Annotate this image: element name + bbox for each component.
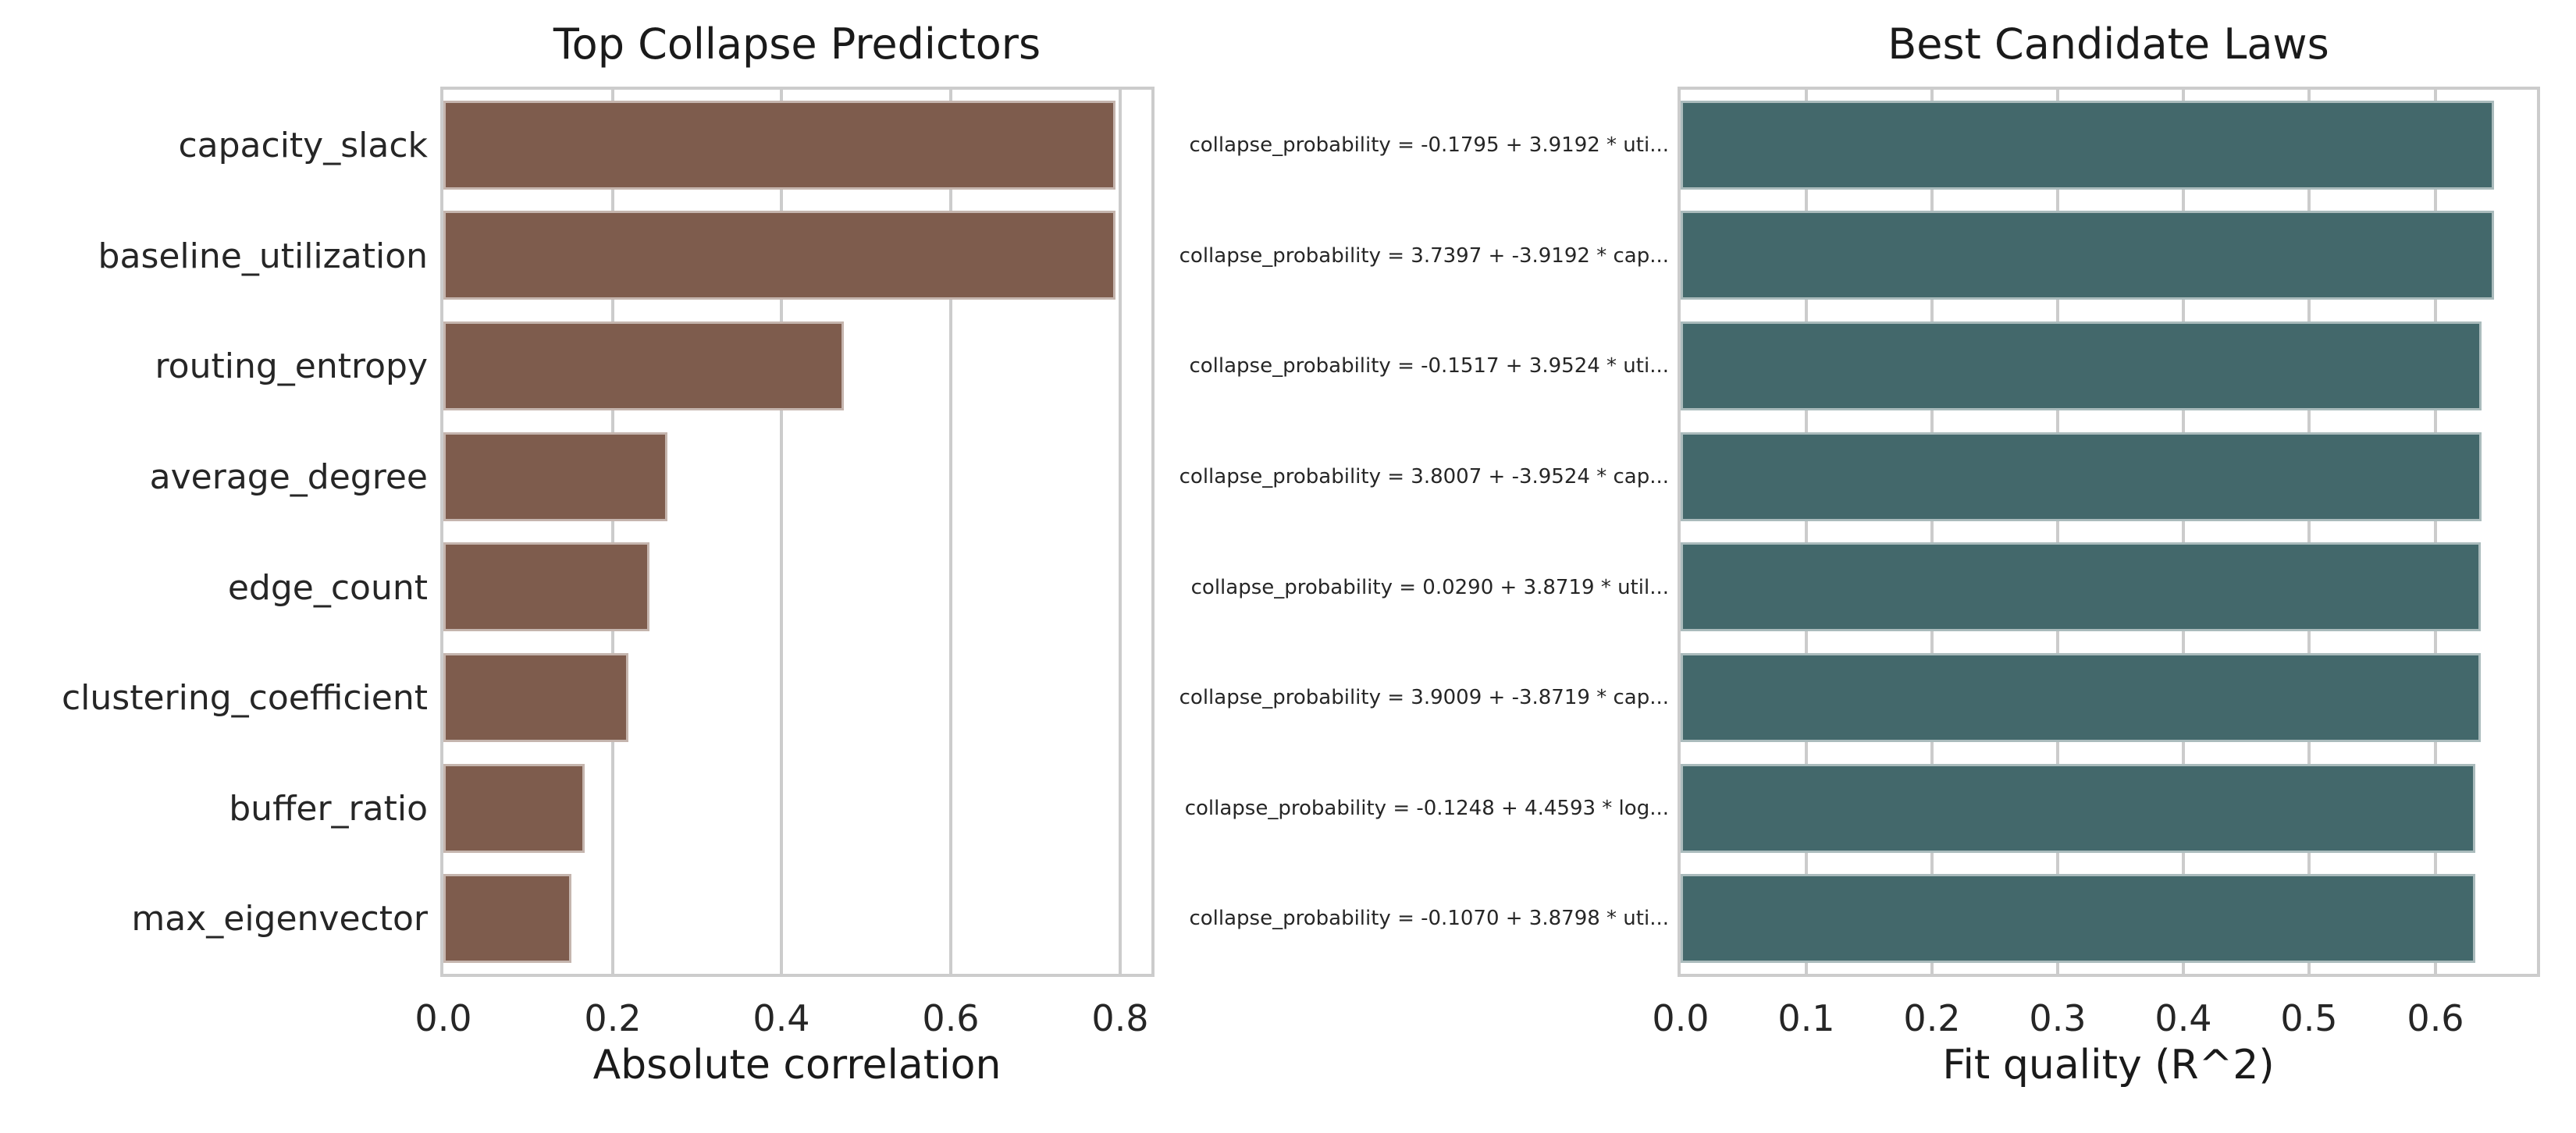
left-chart-category-label-7: max_eigenvector — [131, 898, 428, 939]
gridline-x-0.2 — [611, 90, 614, 974]
right-chart-x-tick-0.2: 0.2 — [1903, 997, 1961, 1039]
right-chart-x-tick-0.1: 0.1 — [1777, 997, 1835, 1039]
right-chart-axes-frame — [1678, 87, 2540, 977]
left-chart-category-label-2: routing_entropy — [155, 346, 428, 386]
left-chart-x-tick-0.4: 0.4 — [753, 997, 810, 1039]
right-chart-x-tick-0.6: 0.6 — [2407, 997, 2464, 1039]
gridline-x-0.1 — [1805, 90, 1808, 974]
right-chart-bar-1 — [1681, 211, 2494, 300]
right-chart-bar-0 — [1681, 101, 2494, 190]
right-chart-x-axis-label: Fit quality (R^2) — [1942, 1042, 2275, 1089]
right-chart-category-label-5: collapse_probability = 3.9009 + -3.8719 … — [1179, 686, 1669, 709]
left-chart-x-tick-0.0: 0.0 — [415, 997, 472, 1039]
right-chart-x-tick-0.3: 0.3 — [2029, 997, 2087, 1039]
left-chart-category-label-0: capacity_slack — [178, 125, 428, 165]
right-chart-title: Best Candidate Laws — [1888, 20, 2329, 69]
left-chart-plot-area — [443, 90, 1151, 974]
right-chart-category-label-7: collapse_probability = -0.1070 + 3.8798 … — [1189, 907, 1669, 930]
left-chart-bar-6 — [443, 764, 585, 853]
right-chart-bar-7 — [1681, 874, 2475, 963]
gridline-x-0.6 — [949, 90, 952, 974]
right-chart-category-label-0: collapse_probability = -0.1795 + 3.9192 … — [1189, 133, 1669, 157]
left-chart-bar-3 — [443, 432, 667, 521]
right-chart-x-tick-0.0: 0.0 — [1652, 997, 1710, 1039]
left-chart-x-tick-0.2: 0.2 — [584, 997, 642, 1039]
left-chart-category-label-1: baseline_utilization — [98, 236, 428, 276]
right-chart-category-label-6: collapse_probability = -0.1248 + 4.4593 … — [1184, 797, 1669, 820]
left-chart-category-label-3: average_degree — [149, 456, 428, 497]
right-chart-category-label-2: collapse_probability = -0.1517 + 3.9524 … — [1189, 354, 1669, 378]
right-chart-bar-5 — [1681, 653, 2481, 742]
right-chart-bar-3 — [1681, 432, 2482, 521]
gridline-x-0.6 — [2434, 90, 2437, 974]
left-chart-x-axis-label: Absolute correlation — [592, 1042, 1002, 1089]
right-chart-x-tick-0.5: 0.5 — [2280, 997, 2338, 1039]
gridline-x-0.4 — [780, 90, 783, 974]
left-chart-category-label-6: buffer_ratio — [229, 788, 428, 829]
left-chart-category-label-5: clustering_coefficient — [61, 677, 428, 718]
left-chart-bar-5 — [443, 653, 628, 742]
right-chart-category-label-1: collapse_probability = 3.7397 + -3.9192 … — [1179, 244, 1669, 268]
gridline-x-0.3 — [2056, 90, 2059, 974]
right-chart-bar-2 — [1681, 321, 2482, 410]
left-chart-x-tick-0.8: 0.8 — [1091, 997, 1149, 1039]
right-chart-category-label-3: collapse_probability = 3.8007 + -3.9524 … — [1179, 465, 1669, 488]
left-chart-category-label-4: edge_count — [227, 567, 428, 608]
left-chart-bar-1 — [443, 211, 1115, 300]
left-chart-title: Top Collapse Predictors — [553, 20, 1041, 69]
right-chart-bar-4 — [1681, 542, 2481, 631]
gridline-x-0.2 — [1930, 90, 1934, 974]
left-chart-axes-frame — [440, 87, 1155, 977]
right-chart-x-tick-0.4: 0.4 — [2154, 997, 2212, 1039]
left-chart-x-tick-0.6: 0.6 — [922, 997, 980, 1039]
left-chart-bar-2 — [443, 321, 844, 410]
left-chart-bar-7 — [443, 874, 571, 963]
gridline-x-0.8 — [1119, 90, 1122, 974]
right-chart-bar-6 — [1681, 764, 2475, 853]
right-chart-plot-area — [1681, 90, 2537, 974]
gridline-x-0.4 — [2182, 90, 2185, 974]
gridline-x-0.5 — [2307, 90, 2311, 974]
left-chart-bar-4 — [443, 542, 649, 631]
left-chart-bar-0 — [443, 101, 1115, 190]
right-chart-category-label-4: collapse_probability = 0.0290 + 3.8719 *… — [1190, 576, 1669, 599]
